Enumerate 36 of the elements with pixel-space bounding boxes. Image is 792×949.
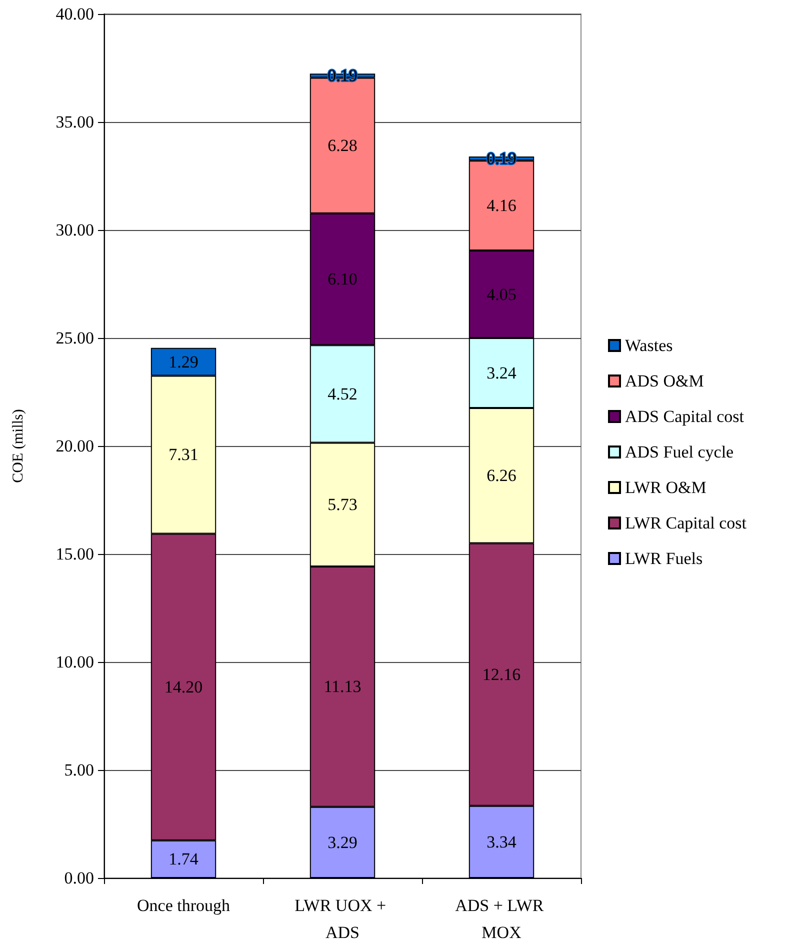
y-tick-label: 5.00 <box>64 760 94 780</box>
legend-label: Wastes <box>625 336 673 355</box>
data-label: 3.24 <box>486 363 517 382</box>
y-tick-label: 0.00 <box>64 868 94 888</box>
data-label: 6.28 <box>328 136 358 156</box>
data-label: 4.05 <box>486 284 516 304</box>
data-label: 4.52 <box>328 384 358 404</box>
x-tick-label: LWR UOX + ADS <box>294 896 390 942</box>
data-label: 3.34 <box>486 832 517 852</box>
data-label: 11.13 <box>324 677 362 696</box>
data-label: 14.20 <box>164 678 203 697</box>
data-label: 1.29 <box>168 352 198 372</box>
data-label: 6.26 <box>486 466 516 486</box>
data-label: 3.29 <box>328 832 358 852</box>
y-tick-label: 10.00 <box>56 652 94 672</box>
data-label: 4.16 <box>486 196 516 216</box>
data-label: 6.10 <box>328 270 358 289</box>
y-tick-label: 35.00 <box>56 112 94 132</box>
legend-label: LWR Capital cost <box>625 514 747 532</box>
y-tick-label: 15.00 <box>56 544 94 564</box>
legend-label: LWR Fuels <box>625 549 703 568</box>
data-label: 5.73 <box>328 495 358 514</box>
data-label: 12.16 <box>482 665 521 684</box>
x-tick-label: Once through <box>136 896 230 915</box>
y-tick-label: 20.00 <box>56 436 94 456</box>
legend-label: ADS Fuel cycle <box>625 442 734 462</box>
legend-label: LWR O&M <box>625 478 706 497</box>
y-tick-label: 30.00 <box>56 220 94 240</box>
data-label: 1.74 <box>168 850 199 869</box>
x-tick-label: ADS + LWR MOX <box>455 896 548 942</box>
y-tick-label: 25.00 <box>56 328 94 348</box>
y-tick-label: 40.00 <box>56 4 94 24</box>
y-axis-title: COE (mills) <box>10 409 26 483</box>
legend-label: ADS O&M <box>625 372 704 390</box>
data-label: 7.31 <box>168 445 198 464</box>
legend-label: ADS Capital cost <box>625 407 744 426</box>
